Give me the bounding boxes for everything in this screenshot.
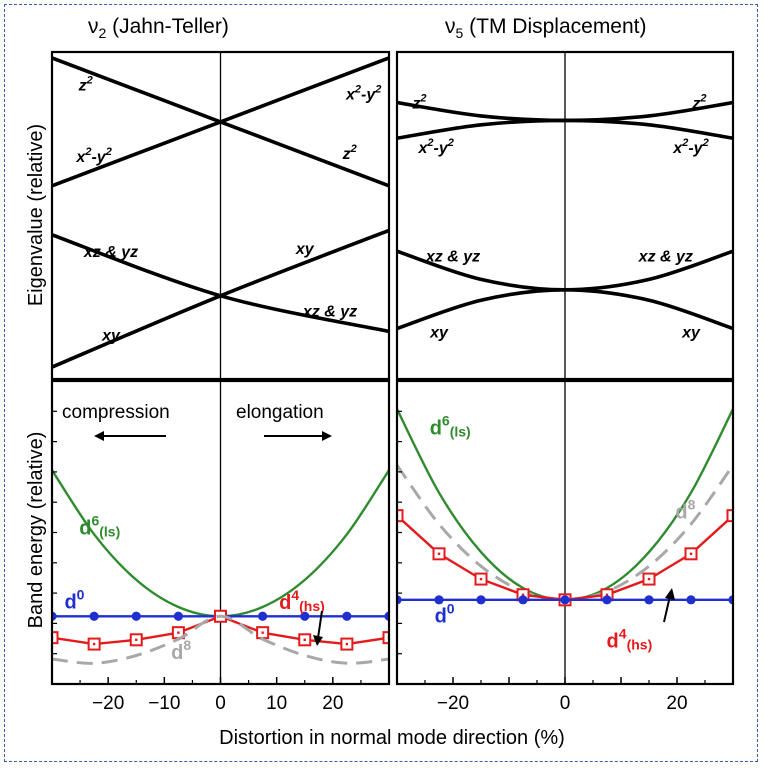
orbital-label-3: x2-y2	[672, 137, 708, 157]
axes-frame	[395, 50, 735, 381]
panel-top-left: z2 x2-y2 x2-y2 z2 xz & yz xy xz & yz xy	[50, 50, 391, 381]
orbital-label-5: xy	[295, 241, 315, 258]
series-label-3: d8	[171, 637, 191, 664]
orbital-label-5: xz & yz	[638, 249, 693, 266]
orbital-label-6: xz & yz	[302, 304, 357, 321]
x-tick-label-4: 20	[322, 693, 343, 714]
series-d0-point-6	[300, 611, 310, 621]
x-tick-label-1: −10	[148, 693, 180, 714]
orbital-label-7: xy	[101, 327, 121, 344]
series-d0-point-1	[89, 611, 99, 621]
ylabel-top: Eigenvalue (relative)	[25, 124, 47, 306]
eigen-curve-1	[52, 56, 389, 188]
series-d0-point-8	[728, 595, 733, 605]
series-d0-point-7	[686, 595, 696, 605]
series-d0-point-6	[644, 595, 654, 605]
eigen-curve-1	[397, 118, 733, 140]
panel-top-right: z2 x2-y2 z2 x2-y2 xz & yz xz & yz xy xy	[395, 50, 735, 381]
orbital-label-2: x2-y2	[345, 84, 381, 104]
series-d0-point-2	[131, 611, 141, 621]
eigen-curve-3	[397, 287, 733, 331]
series-d8-line	[52, 614, 389, 665]
series-d0-point-5	[602, 595, 612, 605]
orbital-label-0: z2	[411, 92, 426, 112]
orbital-label-4: xz & yz	[83, 244, 138, 261]
x-tick-label-3: 10	[266, 693, 287, 714]
series-d0-point-3	[173, 611, 183, 621]
orbital-label-2: z2	[691, 92, 706, 112]
series-d8-line	[397, 464, 733, 602]
elongation-arrow	[264, 431, 332, 441]
orbital-label-0: z2	[78, 75, 93, 95]
axes-frame	[50, 50, 391, 381]
series-label-3: d4(hs)	[607, 626, 653, 653]
x-tick-label-2: 20	[666, 693, 687, 714]
series-d4-hs--point-8	[726, 509, 733, 523]
series-d0-point-5	[258, 611, 268, 621]
orbital-label-4: xz & yz	[425, 249, 480, 266]
orbital-label-1: x2-y2	[75, 146, 111, 166]
x-tick-label-0: −20	[437, 693, 469, 714]
orbital-label-3: z2	[342, 143, 357, 163]
d4-pointer-arrow-right	[663, 595, 671, 623]
xlabel: Distortion in normal mode direction (%)	[219, 727, 565, 749]
d4-pointer-arrow-left	[317, 610, 323, 639]
series-d0-point-1	[434, 595, 444, 605]
series-d0-point-0	[52, 611, 57, 621]
series-d0-point-3	[518, 595, 528, 605]
series-d4-hs--point-8	[382, 631, 389, 645]
title-right: ν5 (TM Displacement)	[445, 15, 647, 41]
eigen-curve-3	[52, 228, 389, 369]
series-d0-point-4	[560, 595, 570, 605]
series-label-0: d6(ls)	[79, 512, 120, 539]
series-d4-hs--point-0	[397, 509, 404, 523]
series-label-2: d4(hs)	[279, 587, 325, 614]
orbital-label-1: x2-y2	[418, 137, 454, 157]
figure-frame	[4, 4, 758, 762]
series-label-1: d0	[64, 586, 84, 613]
series-d4-hs--point-0	[52, 631, 59, 645]
compression-arrow	[94, 431, 166, 441]
x-tick-label-1: 0	[560, 693, 571, 714]
title-left: ν2 (Jahn-Teller)	[88, 15, 229, 41]
compression-label: compression	[62, 402, 170, 423]
series-d0-point-0	[397, 595, 402, 605]
orbital-label-7: xy	[681, 324, 701, 341]
ylabel-bottom: Band energy (relative)	[25, 432, 47, 629]
panel-bottom-left: d6(ls) d0 d4(hs) d8 −20 −10 0 10 20	[50, 379, 391, 714]
x-tick-label-2: 0	[215, 693, 226, 714]
series-d0-point-2	[476, 595, 486, 605]
series-label-0: d6(ls)	[430, 412, 471, 439]
x-tick-label-0: −20	[92, 693, 124, 714]
series-label-2: d0	[435, 600, 455, 627]
orbital-label-6: xy	[429, 324, 449, 341]
elongation-label: elongation	[236, 402, 324, 423]
series-d0-point-8	[384, 611, 389, 621]
series-d0-point-7	[342, 611, 352, 621]
panel-bottom-right: d6(ls) d8 d0 d4(hs) −20 0 20	[395, 379, 735, 714]
series-label-1: d8	[675, 496, 695, 523]
